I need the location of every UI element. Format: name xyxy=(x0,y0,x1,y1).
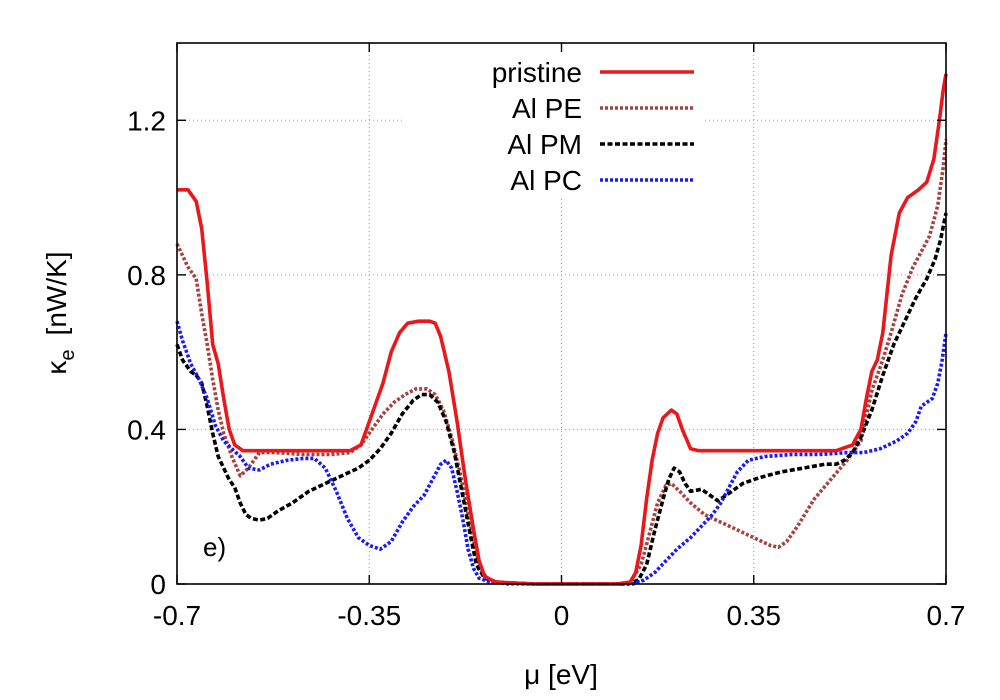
svg-text:κe[nW/K]: κe [nW/K] xyxy=(41,251,79,374)
series-line-al-pe xyxy=(175,139,948,586)
y-axis-label-symbol: κ xyxy=(41,360,72,375)
tick-labels: -0.7 -0.35 0 0.35 0.7 0 0.4 0.8 1.2 xyxy=(127,105,965,631)
x-tick-label-3: 0.35 xyxy=(727,600,782,631)
legend: pristine Al PE Al PM Al PC xyxy=(492,57,694,196)
series-line-al-pc xyxy=(175,320,948,586)
legend-label-0: pristine xyxy=(492,57,582,88)
legend-label-3: Al PC xyxy=(510,165,582,196)
y-tick-label-0: 0 xyxy=(150,569,166,600)
panel-label: e) xyxy=(203,532,226,562)
x-tick-label-2: 0 xyxy=(554,600,570,631)
axis-ticks xyxy=(176,43,947,585)
y-tick-label-1: 0.4 xyxy=(127,414,166,445)
legend-box xyxy=(405,50,705,198)
legend-background xyxy=(405,50,705,198)
series-line-al-pm xyxy=(175,212,948,586)
x-tick-label-0: -0.7 xyxy=(153,600,201,631)
x-axis-label: μ [eV] xyxy=(524,659,598,690)
y-tick-label-3: 1.2 xyxy=(127,105,166,136)
legend-label-1: Al PE xyxy=(512,93,582,124)
x-tick-label-4: 0.7 xyxy=(927,600,966,631)
y-axis-label: κe [nW/K] xyxy=(41,251,79,374)
x-tick-label-1: -0.35 xyxy=(337,600,401,631)
y-axis-label-subscript: e xyxy=(57,349,79,360)
y-axis-label-unit: [nW/K] xyxy=(41,251,72,335)
y-tick-label-2: 0.8 xyxy=(127,260,166,291)
legend-label-2: Al PM xyxy=(507,129,582,160)
